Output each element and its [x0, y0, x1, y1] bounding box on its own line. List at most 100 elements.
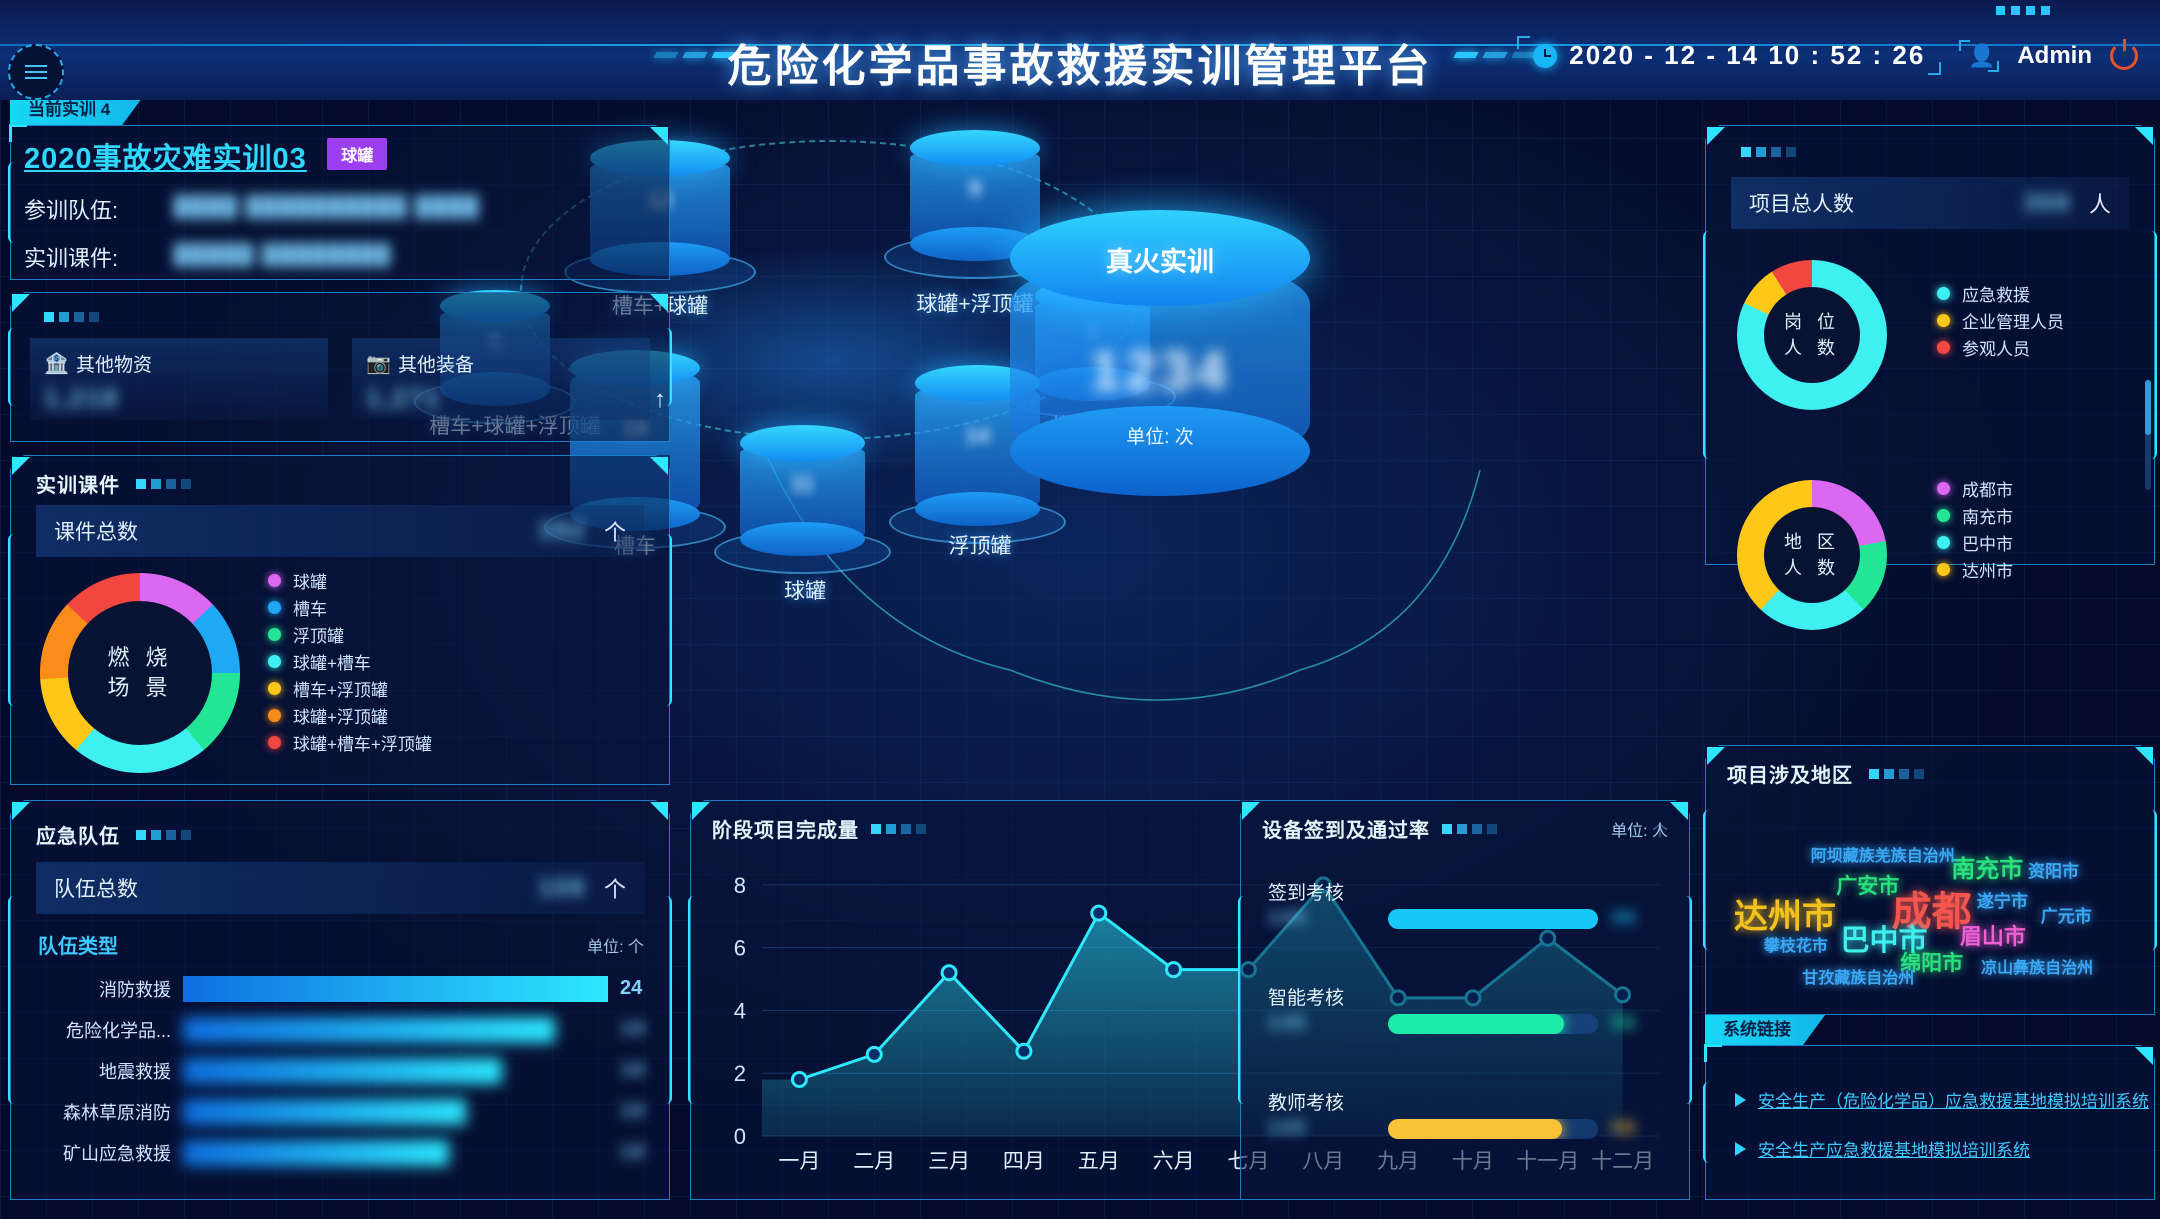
material-card[interactable]: 🏦 其他物资 1,218 [30, 338, 328, 420]
teams-total-unit: 个 [603, 877, 626, 902]
people-total-box: 项目总人数 368 人 [1731, 177, 2129, 229]
header-notch-icon [1996, 6, 2050, 15]
legend-item: 槽车+浮顶罐 [268, 675, 432, 702]
wordcloud-word[interactable]: 甘孜藏族自治州 [1802, 970, 1915, 988]
region-center-line1: 地 区 [1783, 532, 1840, 552]
training-name-link[interactable]: 2020事故灾难实训03 [24, 143, 307, 175]
material-card[interactable]: 📷 其他装备 1,271 ↑ [352, 338, 666, 420]
courseware-total-box: 课件总数 392 个 [36, 505, 644, 557]
wordcloud-word[interactable]: 巴中市 [1840, 925, 1928, 958]
svg-text:一月: 一月 [778, 1150, 820, 1173]
courseware-center-line2: 场 景 [107, 675, 173, 700]
system-link-item[interactable]: 安全生产应急救援基地模拟培训系统 [1735, 1136, 2155, 1161]
region-center-line2: 人 数 [1783, 558, 1840, 578]
arrow-right-icon [1735, 1141, 1746, 1156]
team-bar-track [183, 1098, 608, 1125]
wordcloud-word[interactable]: 达州市 [1734, 898, 1837, 937]
legend-swatch [268, 574, 281, 587]
wordcloud-word[interactable]: 资阳市 [2027, 862, 2079, 882]
wordcloud-word[interactable]: 成都 [1891, 889, 1972, 934]
legend-swatch [1937, 314, 1950, 327]
legend-swatch [1937, 482, 1950, 495]
pass-rate-track [1388, 1119, 1598, 1139]
legend-swatch [268, 655, 281, 668]
wordcloud-word[interactable]: 眉山市 [1959, 924, 2026, 950]
courseware-title: 实训课件 [36, 475, 120, 497]
wordcloud-word[interactable]: 绵阳市 [1900, 952, 1964, 976]
courseware-total-value: 392 [538, 516, 586, 545]
project-people-panel: 项目总人数 368 人 岗 位 人 数 应急救援 企业管理人员 参观人员 地 区 人… [1703, 125, 2157, 630]
legend-item: 浮顶罐 [268, 621, 432, 648]
svg-text:六月: 六月 [1153, 1150, 1195, 1173]
pass-rate-name: 签到考核 [1268, 883, 1345, 904]
courseware-panel: 实训课件 课件总数 392 个 燃 烧 场 景 球罐 槽车 浮顶罐 球罐+槽车 槽车+浮… [8, 455, 672, 785]
legend-item: 球罐+槽车+浮顶罐 [268, 729, 432, 756]
current-training-tab[interactable]: 当前实训 4 [10, 95, 144, 125]
material-card-label: 其他装备 [398, 355, 475, 376]
wordcloud-word[interactable]: 阿坝藏族羌族自治州 [1810, 848, 1955, 866]
center-unit: 单位: 次 [1126, 427, 1194, 448]
participating-teams-label: 参训队伍: [24, 198, 119, 223]
legend-item: 成都市 [1937, 475, 2013, 502]
datetime-text: 2020 - 12 - 14 10 : 52 : 26 [1569, 40, 1926, 70]
svg-text:8: 8 [734, 873, 746, 898]
data-point [1165, 961, 1183, 979]
team-bar-label: 矿山应急救援 [63, 1143, 171, 1164]
scene-node-label: 球罐+浮顶罐 [916, 293, 1034, 316]
system-link-label[interactable]: 安全生产应急救援基地模拟培训系统 [1758, 1141, 2030, 1160]
pass-rate-dots-icon [1442, 823, 1497, 834]
pass-rate-value: 98 [1612, 1013, 1638, 1034]
pass-rate-item: 教师考核 145 98 [1268, 1088, 1666, 1140]
wordcloud-word[interactable]: 凉山彝族自治州 [1981, 959, 2094, 977]
training-courseware-row: 实训课件: █████ ████████ [24, 241, 656, 273]
material-card-value: 1,218 [44, 383, 120, 413]
wordcloud-word[interactable]: 广元市 [2040, 907, 2092, 927]
people-total-value: 368 [2023, 188, 2071, 217]
people-scrollbar[interactable] [2145, 380, 2151, 490]
wordcloud-word[interactable]: 攀枝花市 [1763, 938, 1828, 956]
device-pass-rate-panel: 设备签到及通过率 单位: 人 签到考核 145 98 智能考核 145 98 教师考核 145… [1238, 800, 1692, 1200]
pass-rate-name: 智能考核 [1268, 988, 1345, 1009]
username-label: Admin [2017, 41, 2092, 69]
legend-label: 应急救援 [1962, 286, 2030, 305]
team-bar-track [183, 1016, 608, 1043]
courseware-total-unit: 个 [603, 520, 626, 545]
materials-dots-icon [44, 312, 99, 322]
pass-rate-value: 98 [1612, 908, 1638, 929]
legend-label: 参观人员 [1962, 340, 2030, 359]
wordcloud-word[interactable]: 广安市 [1836, 875, 1900, 899]
team-bar-label: 消防救援 [99, 979, 171, 1000]
system-link-label[interactable]: 安全生产（危险化学品）应急救援基地模拟培训系统 [1758, 1092, 2149, 1111]
courseware-donut-chart: 燃 烧 场 景 [40, 573, 240, 773]
teams-total-box: 队伍总数 108 个 [36, 862, 644, 914]
material-card-label: 其他物资 [76, 355, 153, 376]
team-bar-label: 森林草原消防 [63, 1102, 171, 1123]
wordcloud-word[interactable]: 遂宁市 [1976, 892, 2028, 912]
user-icon[interactable]: 👤 [1959, 39, 2000, 72]
center-cylinder[interactable]: 真火实训 1234 单位: 次 [1010, 210, 1310, 530]
data-point [790, 1070, 808, 1088]
team-bar-track [183, 1057, 608, 1084]
svg-text:二月: 二月 [853, 1150, 895, 1173]
teams-title: 应急队伍 [36, 826, 120, 848]
post-center-line2: 人 数 [1783, 338, 1840, 358]
team-bar-row: 森林草原消防 18 [38, 1091, 660, 1132]
system-link-item[interactable]: 安全生产（危险化学品）应急救援基地模拟培训系统 [1735, 1087, 2155, 1112]
legend-item: 球罐+槽车 [268, 648, 432, 675]
legend-swatch [268, 628, 281, 641]
people-dots-icon [1741, 147, 1796, 157]
wordcloud-word[interactable]: 南充市 [1951, 855, 2024, 883]
training-courseware-value: █████ ████████ [174, 244, 392, 266]
scene-node-label: 球罐 [784, 580, 826, 603]
materials-panel: 🏦 其他物资 1,218 📷 其他装备 1,271 ↑ [8, 292, 672, 442]
system-links-tab: 系统链接 [1705, 1015, 1825, 1045]
legend-item: 企业管理人员 [1937, 307, 2064, 334]
menu-icon[interactable] [8, 44, 64, 100]
datetime-box: 2020 - 12 - 14 10 : 52 : 26 [1517, 36, 1942, 75]
svg-text:四月: 四月 [1003, 1150, 1045, 1173]
legend-swatch [268, 709, 281, 722]
scene-node[interactable]: 11 [714, 425, 891, 574]
legend-item: 参观人员 [1937, 334, 2064, 361]
power-icon[interactable] [2110, 38, 2138, 70]
participating-teams-row: 参训队伍: ████ ██████████ ████ [24, 193, 656, 225]
